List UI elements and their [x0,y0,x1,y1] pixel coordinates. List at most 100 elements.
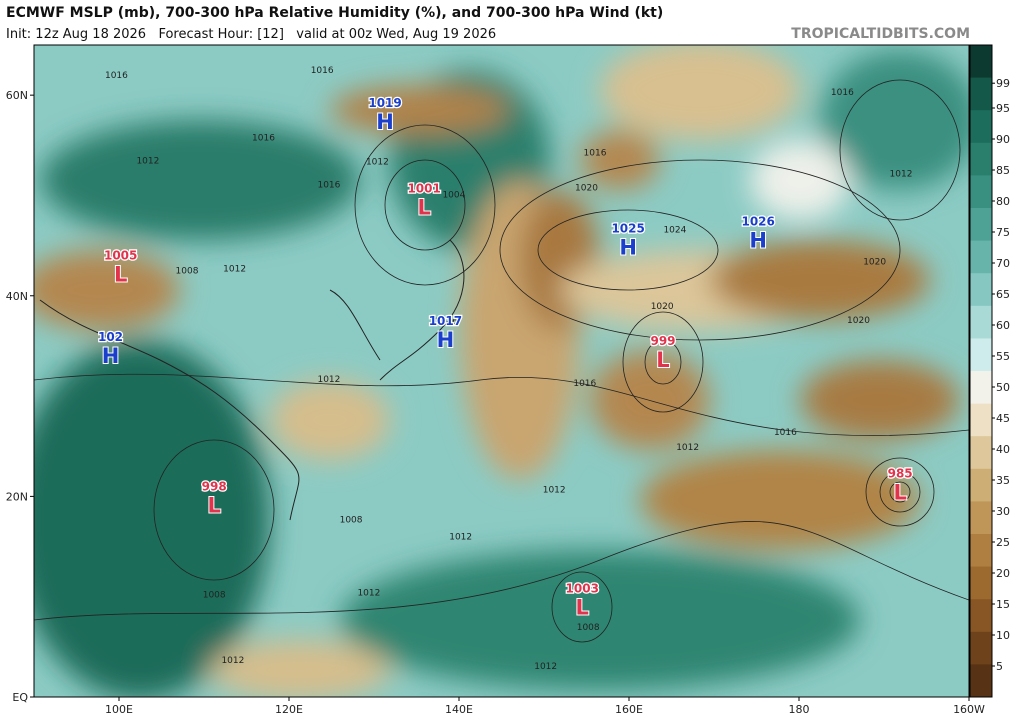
colorbar-label: 70 [996,257,1010,270]
colorbar-label: 99 [996,77,1010,90]
colorbar-label: 80 [996,195,1010,208]
isobar-label: 1016 [831,88,854,98]
isobar-label: 1016 [584,148,607,158]
colorbar-swatch [970,45,992,79]
colorbar-label: 30 [996,505,1010,518]
isobar-label: 1012 [317,375,340,385]
center-value: 1019 [368,96,401,110]
isobar-label: 1012 [223,265,246,275]
colorbar-label: 15 [996,598,1010,611]
center-value: 102 [98,330,123,344]
isobar-label: 1012 [366,157,389,167]
isobar-label: 1012 [136,156,159,166]
coastlines [39,239,465,521]
isobar-label: 1016 [105,71,128,81]
subtitle: Init: 12z Aug 18 2026 Forecast Hour: [12… [6,27,496,42]
lon-label: 140E [445,703,473,716]
isobar-label: 1024 [663,226,686,236]
colorbar-swatch [970,208,992,242]
isobar-label: 1012 [221,656,244,666]
lat-label: 40N [6,290,28,303]
colorbar-label: 45 [996,412,1010,425]
isobar-label: 1004 [442,190,465,200]
isobar-label: 1016 [311,66,334,76]
isobar-label: 1008 [203,591,226,601]
center-symbol: L [576,596,589,620]
isobars [34,79,969,643]
center-symbol: L [893,480,906,504]
center-symbol: H [102,344,120,368]
colorbar-swatch [970,240,992,274]
lat-label: 20N [6,490,28,503]
colorbar-label: 20 [996,567,1010,580]
colorbar-swatch [970,468,992,502]
isobar-label: 1008 [176,267,199,277]
source: TROPICALTIDBITS.COM [791,26,970,42]
isobar-label: 1012 [543,485,566,495]
center-symbol: H [437,328,455,352]
colorbar-swatch [970,338,992,372]
center-symbol: H [376,110,394,134]
map-frame [33,44,970,698]
colorbar-label: 60 [996,319,1010,332]
colorbar-label: 95 [996,102,1010,115]
colorbar-swatch [970,110,992,144]
colorbar-swatch [970,77,992,111]
isobar-label: 1008 [340,515,363,525]
colorbar-swatch [970,664,992,698]
colorbar-label: 90 [996,133,1010,146]
center-value: 1001 [407,181,440,195]
colorbar-frame [969,44,993,698]
colorbar-label: 10 [996,629,1010,642]
isobar-label: 1012 [676,443,699,453]
colorbar-label: 5 [996,660,1003,673]
isobar-label: 1020 [847,316,870,326]
isobar-label: 1016 [774,428,797,438]
colorbar-swatch [970,371,992,405]
center-value: 1026 [741,215,774,229]
lon-label: 160E [615,703,643,716]
isobar-label: 1020 [575,183,598,193]
isobar-label: 1016 [435,317,458,327]
isobar-label: 1020 [651,302,674,312]
center-symbol: L [208,493,221,517]
lat-label: 60N [6,89,28,102]
colorbar-swatch [970,534,992,568]
humidity-field [34,45,969,697]
colorbar-swatch [970,436,992,470]
isobar-label: 1016 [317,180,340,190]
isobar-label: 1012 [449,533,472,543]
center-symbol: H [619,236,637,260]
colorbar-label: 35 [996,474,1010,487]
colorbar-swatch [970,142,992,176]
isobar-label: 1016 [573,379,596,389]
colorbar-swatch [970,305,992,339]
isobar-label: 1012 [534,662,557,672]
isobar-label: 1012 [357,589,380,599]
center-value: 1017 [429,314,462,328]
colorbar-label: 25 [996,536,1010,549]
colorbar-label: 75 [996,226,1010,239]
center-symbol: L [656,348,669,372]
colorbar-swatch [970,273,992,307]
colorbar-label: 65 [996,288,1010,301]
colorbar-swatch [970,631,992,665]
center-value: 998 [202,479,227,493]
center-value: 999 [650,334,675,348]
lon-label: 180 [789,703,810,716]
isobar-label: 1008 [577,623,600,633]
title: ECMWF MSLP (mb), 700-300 hPa Relative Hu… [6,5,663,21]
center-value: 1003 [566,582,599,596]
lon-label: 160W [953,703,985,716]
colorbar-swatch [970,566,992,600]
colorbar-label: 40 [996,443,1010,456]
lat-label: EQ [12,691,28,704]
center-symbol: L [417,195,430,219]
center-value: 1005 [104,249,137,263]
colorbar-label: 85 [996,164,1010,177]
isobar-label: 1016 [252,133,275,143]
isobar-label: 1020 [863,258,886,268]
colorbar-swatch [970,403,992,437]
center-value: 985 [888,466,913,480]
